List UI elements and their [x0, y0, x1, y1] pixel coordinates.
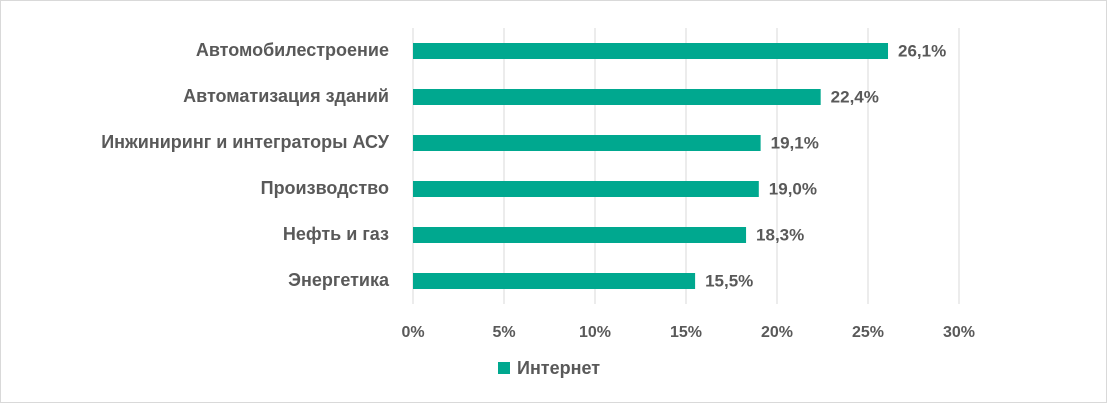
value-label: 22,4%	[831, 87, 879, 106]
y-tick-label: Автомобилестроение	[196, 40, 389, 60]
bar	[413, 135, 761, 151]
x-tick-label: 30%	[943, 324, 975, 341]
value-label: 19,0%	[769, 179, 817, 198]
value-label: 15,5%	[705, 271, 753, 290]
y-tick-label: Инжиниринг и интеграторы АСУ	[101, 132, 390, 152]
legend-swatch	[498, 362, 510, 374]
y-tick-label: Энергетика	[288, 270, 390, 290]
x-tick-label: 20%	[761, 324, 793, 341]
bar	[413, 181, 759, 197]
y-tick-label: Производство	[261, 178, 389, 198]
value-label: 19,1%	[771, 133, 819, 152]
x-tick-label: 25%	[852, 324, 884, 341]
legend-label: Интернет	[517, 358, 600, 378]
x-tick-label: 15%	[670, 324, 702, 341]
x-tick-label: 10%	[579, 324, 611, 341]
x-tick-label: 5%	[492, 324, 515, 341]
y-tick-label: Нефть и газ	[283, 224, 389, 244]
x-tick-label: 0%	[401, 324, 424, 341]
value-label: 18,3%	[756, 225, 804, 244]
bar	[413, 43, 889, 59]
value-label: 26,1%	[898, 41, 946, 60]
bar	[413, 227, 747, 243]
y-tick-label: Автоматизация зданий	[183, 86, 389, 106]
bar	[413, 89, 821, 105]
bar	[413, 273, 696, 289]
